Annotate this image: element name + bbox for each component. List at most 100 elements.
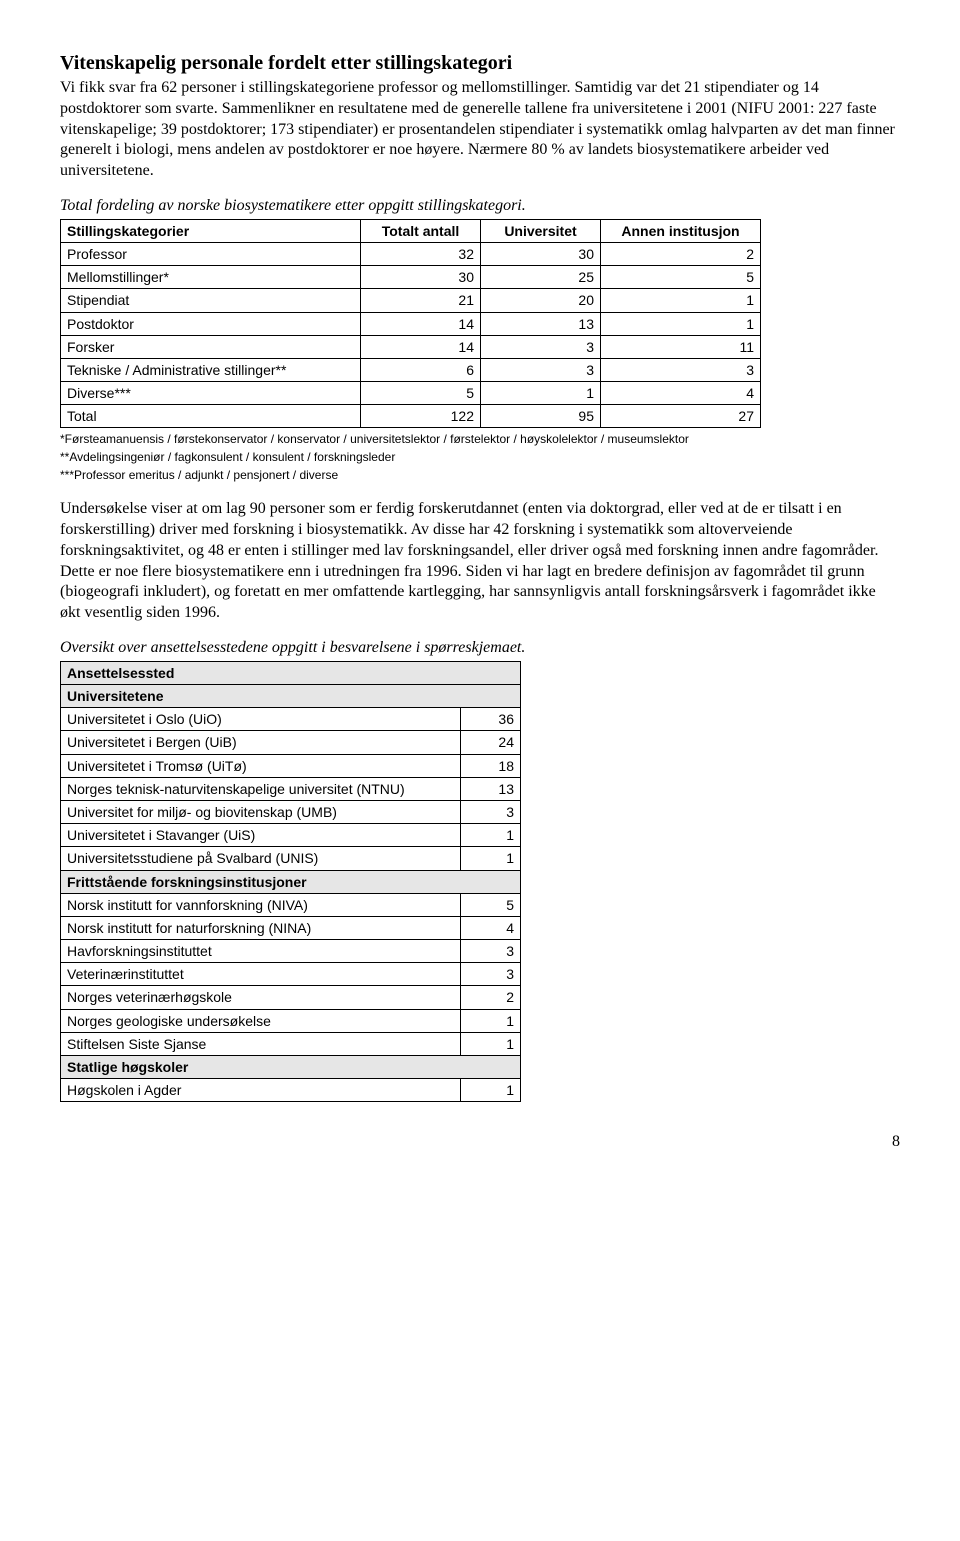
table-cell: 14	[361, 312, 481, 335]
paragraph-1: Vi fikk svar fra 62 personer i stillings…	[60, 78, 900, 182]
table-cell: 4	[601, 382, 761, 405]
table-cell: Universitetet i Tromsø (UiTø)	[61, 754, 461, 777]
table-cell: 3	[481, 358, 601, 381]
table-cell: 11	[601, 335, 761, 358]
table-cell: 1	[481, 382, 601, 405]
table-row: Universitetet i Stavanger (UiS)1	[61, 824, 521, 847]
table-cell: 1	[461, 847, 521, 870]
table-group-header: Frittstående forskningsinstitusjoner	[61, 870, 521, 893]
table-cell: 21	[361, 289, 481, 312]
table-row: Høgskolen i Agder1	[61, 1079, 521, 1102]
table-cell: Tekniske / Administrative stillinger**	[61, 358, 361, 381]
table-cell: 1	[461, 1079, 521, 1102]
table-cell: Havforskningsinstituttet	[61, 940, 461, 963]
table-row: Norsk institutt for vannforskning (NIVA)…	[61, 893, 521, 916]
table-cell: 95	[481, 405, 601, 428]
table-cell: Universitet for miljø- og biovitenskap (…	[61, 800, 461, 823]
table-cell: Norsk institutt for vannforskning (NIVA)	[61, 893, 461, 916]
table-row: Norges veterinærhøgskole2	[61, 986, 521, 1009]
footnote-3: ***Professor emeritus / adjunkt / pensjo…	[60, 468, 900, 484]
table-cell: 1	[601, 289, 761, 312]
table-row: Stiftelsen Siste Sjanse1	[61, 1032, 521, 1055]
table-cell: 30	[361, 266, 481, 289]
table-cell: 3	[461, 940, 521, 963]
table-row: Diverse***514	[61, 382, 761, 405]
table-header: Universitet	[481, 219, 601, 242]
table-cell: Stipendiat	[61, 289, 361, 312]
table-row: Veterinærinstituttet3	[61, 963, 521, 986]
table-cell: Veterinærinstituttet	[61, 963, 461, 986]
table-cell: 2	[461, 986, 521, 1009]
table-row: Stipendiat21201	[61, 289, 761, 312]
table-cell: 4	[461, 916, 521, 939]
table-cell: Universitetsstudiene på Svalbard (UNIS)	[61, 847, 461, 870]
table-cell: 27	[601, 405, 761, 428]
table-row: Tekniske / Administrative stillinger**63…	[61, 358, 761, 381]
table-cell: 3	[461, 963, 521, 986]
table-cell: Norsk institutt for naturforskning (NINA…	[61, 916, 461, 939]
table-cell: 24	[461, 731, 521, 754]
table-row: Universitet for miljø- og biovitenskap (…	[61, 800, 521, 823]
table-cell: Norges teknisk-naturvitenskapelige unive…	[61, 777, 461, 800]
table-cell: 6	[361, 358, 481, 381]
table1-caption: Total fordeling av norske biosystematike…	[60, 196, 900, 217]
page-number: 8	[60, 1132, 900, 1153]
table-cell: 5	[461, 893, 521, 916]
table-cell: 5	[361, 382, 481, 405]
table-ansettelsessted: AnsettelsesstedUniversiteteneUniversitet…	[60, 661, 521, 1103]
table-row: Mellomstillinger*30255	[61, 266, 761, 289]
table-cell: 1	[601, 312, 761, 335]
table-cell: Mellomstillinger*	[61, 266, 361, 289]
table-cell: Høgskolen i Agder	[61, 1079, 461, 1102]
table-stillingskategorier: StillingskategorierTotalt antallUniversi…	[60, 219, 761, 429]
table-cell: 3	[461, 800, 521, 823]
table-row: Universitetet i Bergen (UiB)24	[61, 731, 521, 754]
table-cell: Norges geologiske undersøkelse	[61, 1009, 461, 1032]
table-cell: 20	[481, 289, 601, 312]
table-cell: 1	[461, 1009, 521, 1032]
table-cell: 3	[601, 358, 761, 381]
table-row: Havforskningsinstituttet3	[61, 940, 521, 963]
table-cell: 122	[361, 405, 481, 428]
table-cell: 32	[361, 242, 481, 265]
table-row: Norsk institutt for naturforskning (NINA…	[61, 916, 521, 939]
table-cell: Postdoktor	[61, 312, 361, 335]
paragraph-2: Undersøkelse viser at om lag 90 personer…	[60, 499, 900, 624]
table-cell: 13	[481, 312, 601, 335]
table-cell: Diverse***	[61, 382, 361, 405]
footnote-1: *Førsteamanuensis / førstekonservator / …	[60, 432, 900, 448]
table-row: Norges teknisk-naturvitenskapelige unive…	[61, 777, 521, 800]
table-header: Stillingskategorier	[61, 219, 361, 242]
table-cell: Universitetet i Stavanger (UiS)	[61, 824, 461, 847]
table-row: Norges geologiske undersøkelse1	[61, 1009, 521, 1032]
table2-caption: Oversikt over ansettelsesstedene oppgitt…	[60, 638, 900, 659]
table-row: Universitetet i Oslo (UiO)36	[61, 708, 521, 731]
table-group-header: Universitetene	[61, 685, 521, 708]
table-cell: 1	[461, 1032, 521, 1055]
table-cell: 14	[361, 335, 481, 358]
table-cell: Total	[61, 405, 361, 428]
table-cell: 13	[461, 777, 521, 800]
table-cell: 1	[461, 824, 521, 847]
table-cell: Universitetet i Bergen (UiB)	[61, 731, 461, 754]
table-cell: Professor	[61, 242, 361, 265]
table-row: Forsker14311	[61, 335, 761, 358]
table-cell: Forsker	[61, 335, 361, 358]
table-cell: 36	[461, 708, 521, 731]
table-header: Annen institusjon	[601, 219, 761, 242]
table-cell: 18	[461, 754, 521, 777]
table-header: Totalt antall	[361, 219, 481, 242]
table-header: Ansettelsessted	[61, 661, 521, 684]
table-row: Universitetet i Tromsø (UiTø)18	[61, 754, 521, 777]
table-cell: 25	[481, 266, 601, 289]
footnote-2: **Avdelingsingeniør / fagkonsulent / kon…	[60, 450, 900, 466]
section-heading: Vitenskapelig personale fordelt etter st…	[60, 50, 900, 76]
table-row: Professor32302	[61, 242, 761, 265]
table-cell: 3	[481, 335, 601, 358]
table-cell: Stiftelsen Siste Sjanse	[61, 1032, 461, 1055]
table-row: Total1229527	[61, 405, 761, 428]
table-cell: Universitetet i Oslo (UiO)	[61, 708, 461, 731]
table-cell: 5	[601, 266, 761, 289]
table-cell: 30	[481, 242, 601, 265]
table-row: Universitetsstudiene på Svalbard (UNIS)1	[61, 847, 521, 870]
